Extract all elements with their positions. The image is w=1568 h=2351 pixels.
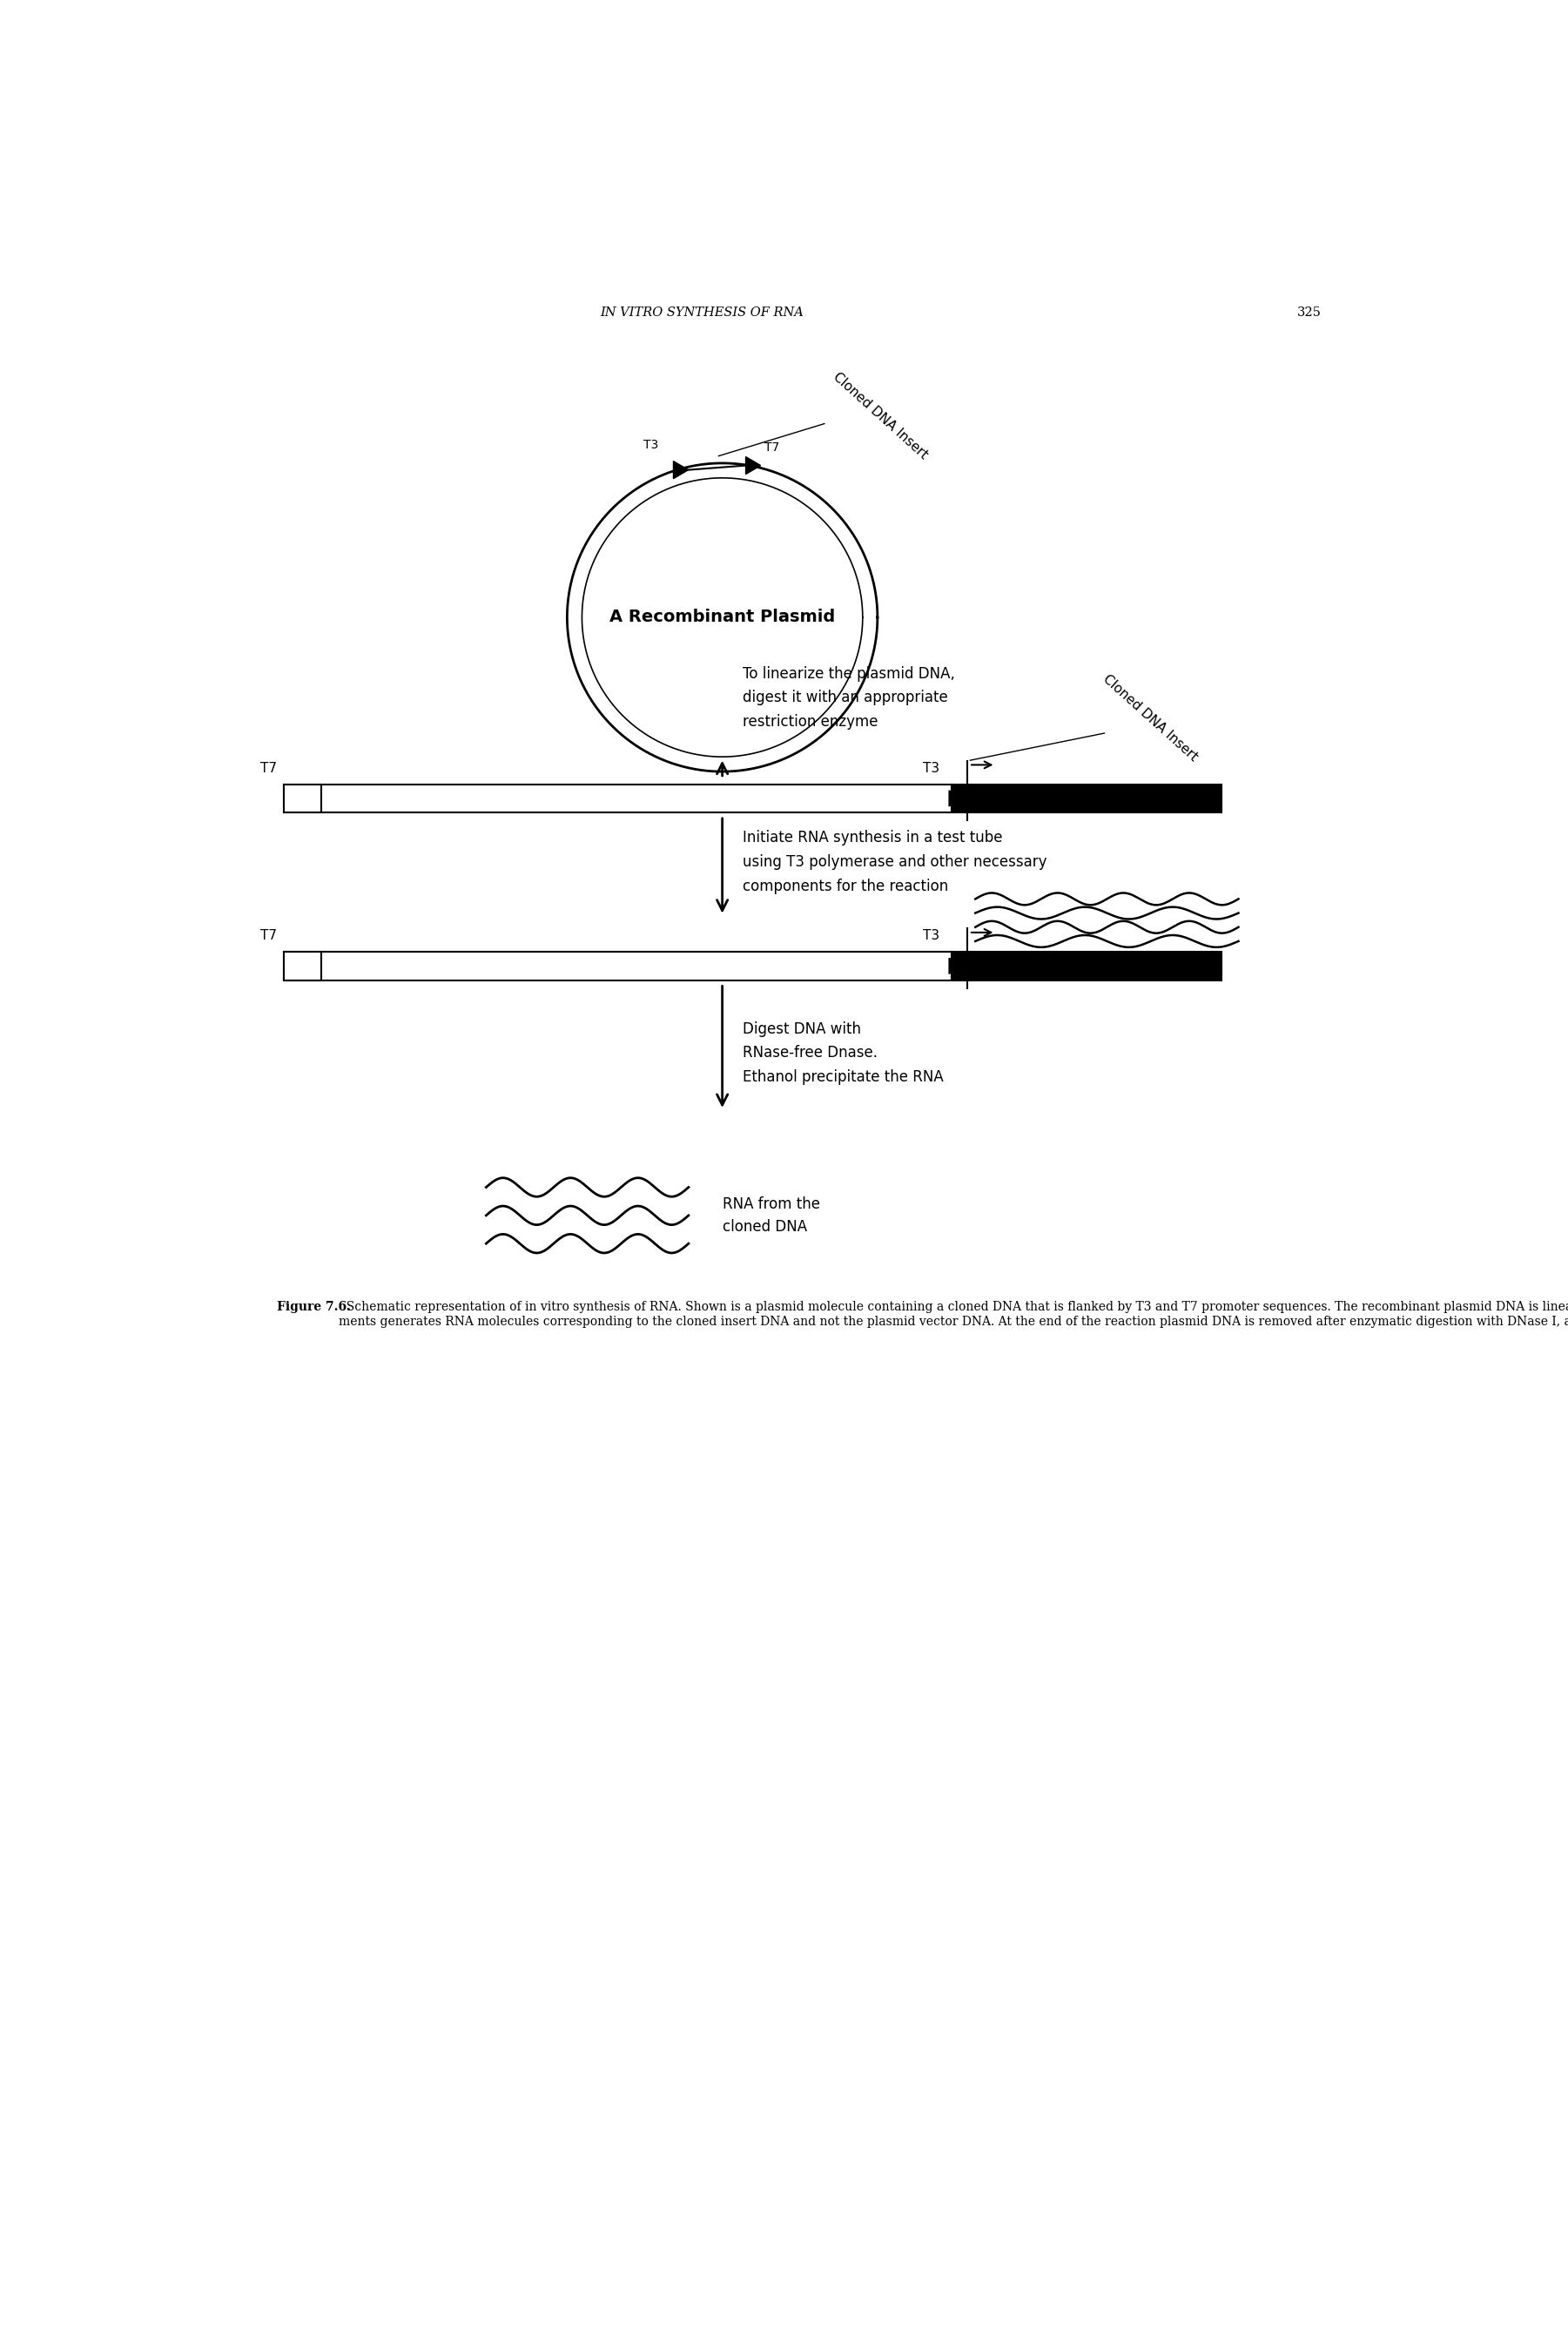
Text: A Recombinant Plasmid: A Recombinant Plasmid <box>610 609 836 625</box>
Text: Cloned DNA Insert: Cloned DNA Insert <box>829 371 930 461</box>
Polygon shape <box>673 461 688 480</box>
Text: T7: T7 <box>260 929 278 943</box>
Text: 325: 325 <box>1297 306 1322 317</box>
Text: Cloned DNA Insert: Cloned DNA Insert <box>1101 672 1200 764</box>
Text: To linearize the plasmid DNA,
digest it with an appropriate
restriction enzyme: To linearize the plasmid DNA, digest it … <box>743 665 955 729</box>
Text: T3: T3 <box>924 929 939 943</box>
Text: T3: T3 <box>644 440 659 451</box>
Text: T3: T3 <box>924 762 939 776</box>
Text: Initiate RNA synthesis in a test tube
using T3 polymerase and other necessary
co: Initiate RNA synthesis in a test tube us… <box>743 830 1047 893</box>
Bar <box>284 952 321 980</box>
Polygon shape <box>949 959 963 973</box>
Text: T7: T7 <box>260 762 278 776</box>
Bar <box>284 952 952 980</box>
Text: Figure 7.6.: Figure 7.6. <box>278 1300 351 1314</box>
Polygon shape <box>949 790 963 806</box>
Bar <box>284 785 321 813</box>
Bar <box>284 785 952 813</box>
Bar <box>952 785 1221 813</box>
Text: RNA from the
cloned DNA: RNA from the cloned DNA <box>723 1197 820 1234</box>
Text: T7: T7 <box>764 442 779 454</box>
Bar <box>952 952 1221 980</box>
Polygon shape <box>746 456 760 475</box>
Text: Digest DNA with
RNase-free Dnase.
Ethanol precipitate the RNA: Digest DNA with RNase-free Dnase. Ethano… <box>743 1020 944 1086</box>
Text: Schematic representation of in vitro synthesis of RNA. Shown is a plasmid molecu: Schematic representation of in vitro syn… <box>339 1300 1568 1328</box>
Text: IN VITRO SYNTHESIS OF RNA: IN VITRO SYNTHESIS OF RNA <box>601 306 804 317</box>
